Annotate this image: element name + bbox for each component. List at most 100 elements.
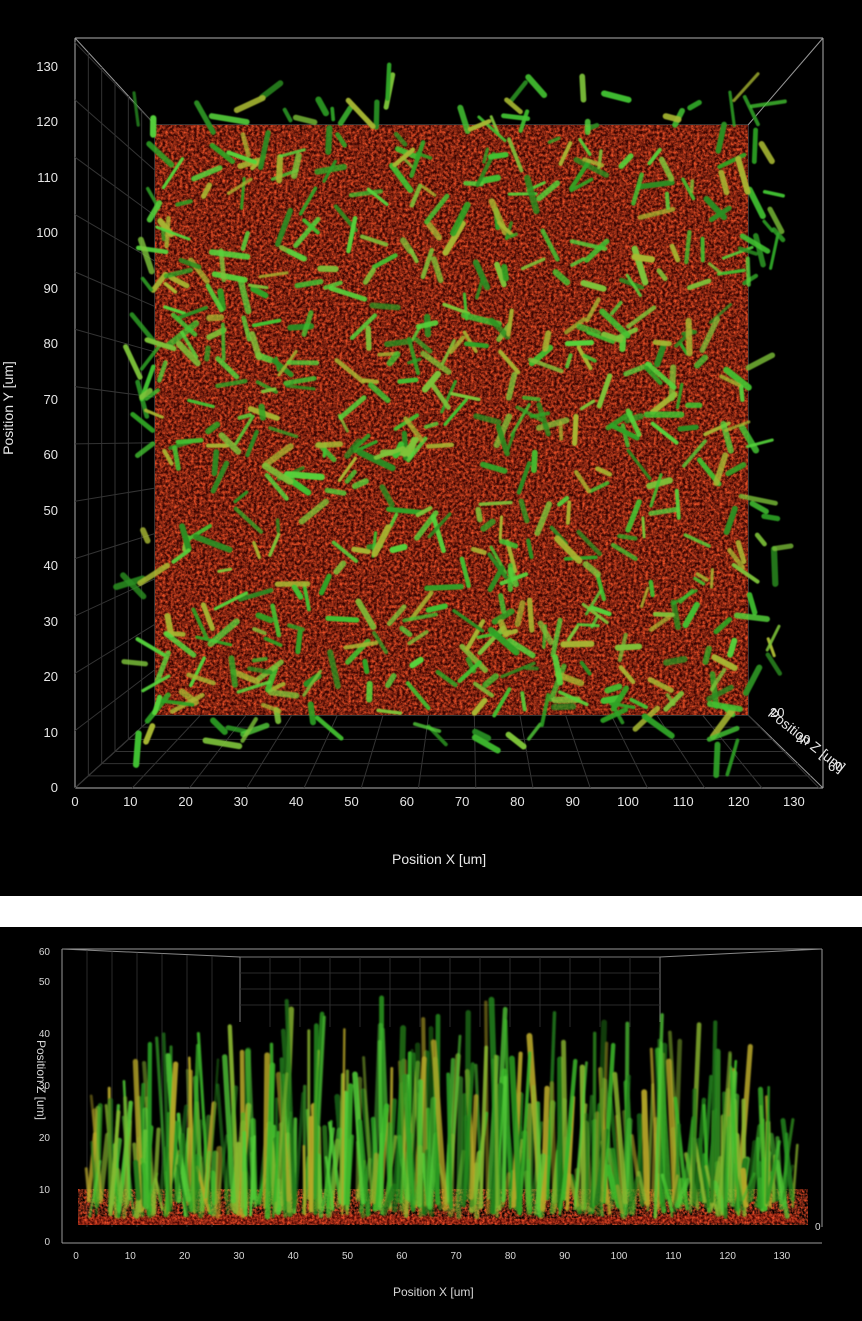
rod-cell xyxy=(772,543,794,551)
rod-cell xyxy=(325,615,360,623)
rod-cell xyxy=(709,1020,718,1204)
rod-cell xyxy=(389,162,414,194)
rod-cell xyxy=(618,665,636,685)
rod-cell xyxy=(142,1107,149,1210)
rod-cell xyxy=(735,539,747,565)
rod-cell xyxy=(542,330,552,352)
rod-cell xyxy=(241,315,252,342)
rod-cell xyxy=(595,466,613,477)
rod-cell xyxy=(205,421,221,435)
rod-cell xyxy=(641,1089,651,1207)
rod-cell xyxy=(340,1028,346,1216)
rod-cell xyxy=(533,1153,547,1216)
rod-cell xyxy=(525,74,548,98)
rod-cell xyxy=(682,439,708,468)
rod-cell xyxy=(495,424,510,457)
rod-cell xyxy=(225,725,249,734)
rod-cell xyxy=(442,302,471,316)
rod-cell xyxy=(505,371,518,401)
rod-cell xyxy=(708,302,733,325)
rod-cell xyxy=(191,165,223,182)
rod-cell xyxy=(230,668,260,685)
rod-cell xyxy=(600,1041,609,1203)
rod-cell xyxy=(648,615,672,632)
rod-cell xyxy=(217,567,233,573)
rod-cell xyxy=(471,697,488,716)
rod-cell xyxy=(315,96,330,117)
rod-cell xyxy=(302,669,322,697)
rod-cell xyxy=(725,738,740,777)
depth-tick: 0 xyxy=(815,1222,821,1233)
rod-cell xyxy=(146,141,175,168)
rod-cell xyxy=(425,1096,437,1207)
rod-cell xyxy=(506,637,536,659)
rod-cell xyxy=(492,687,512,718)
xy-volume-render-panel: 0 10 20 30 40 50 60 70 80 90 100 110 120 130 0 10 20 30 4… xyxy=(0,0,862,896)
rod-cell xyxy=(168,274,190,289)
rod-cell xyxy=(468,1094,479,1200)
rod-cell xyxy=(500,661,536,679)
rod-cell xyxy=(170,312,198,337)
rod-cell xyxy=(161,157,184,190)
rod-cell xyxy=(335,132,348,148)
rod-cell xyxy=(397,377,419,384)
rod-cell xyxy=(172,445,181,471)
rod-cell xyxy=(653,1013,664,1219)
rod-cell xyxy=(596,373,613,409)
rod-cell xyxy=(650,421,679,445)
rod-cell xyxy=(497,220,515,238)
rod-cell xyxy=(584,238,610,263)
rod-cell xyxy=(645,361,677,390)
rod-cell xyxy=(325,1127,343,1219)
rod-cell xyxy=(498,538,519,549)
z-tick-label: 40 xyxy=(38,1029,50,1040)
rod-cell xyxy=(695,572,709,582)
rod-cell xyxy=(205,283,224,313)
rod-cell xyxy=(298,186,318,216)
rod-cell xyxy=(579,660,592,676)
x-tick-label: 80 xyxy=(510,794,525,809)
rod-cell xyxy=(462,330,478,354)
rod-cell xyxy=(727,637,738,658)
rod-cell xyxy=(302,582,311,612)
rod-cell xyxy=(376,708,403,715)
rod-cell xyxy=(552,269,571,286)
rod-cell xyxy=(267,689,300,699)
rod-cell xyxy=(664,191,671,210)
rod-cell xyxy=(361,378,379,384)
rod-cell xyxy=(565,353,573,369)
rod-cell xyxy=(745,256,751,287)
rod-cell xyxy=(264,665,279,693)
rod-cell xyxy=(282,107,293,123)
rod-cell xyxy=(702,645,712,665)
x-tick-label: 60 xyxy=(396,1251,408,1262)
rod-cell xyxy=(258,271,289,279)
rod-cell xyxy=(414,510,439,541)
rod-cell xyxy=(384,338,413,348)
rod-cell xyxy=(283,471,325,481)
rod-cell xyxy=(556,495,570,507)
rod-cell xyxy=(592,1031,597,1208)
rod-cell xyxy=(426,442,455,449)
rod-cell xyxy=(489,115,500,136)
rod-cell xyxy=(193,533,233,553)
rod-cell xyxy=(415,506,433,518)
rod-cell xyxy=(475,506,483,523)
rod-cell xyxy=(279,1057,288,1218)
rod-cell xyxy=(245,429,259,458)
rod-cell xyxy=(252,540,262,560)
rod-cell xyxy=(775,1136,784,1211)
rod-cell xyxy=(506,308,514,337)
rod-cell xyxy=(260,702,282,714)
rod-cell xyxy=(601,90,632,103)
rod-cell xyxy=(191,607,209,640)
y-tick-label: 40 xyxy=(43,558,58,573)
rod-cell xyxy=(429,382,451,410)
rod-cell xyxy=(362,658,370,675)
rod-cell xyxy=(218,432,242,455)
rod-cell xyxy=(240,132,251,158)
rod-cell xyxy=(516,461,532,495)
rod-cell xyxy=(264,472,289,501)
rod-cell xyxy=(175,305,209,321)
rod-cell xyxy=(493,413,513,449)
